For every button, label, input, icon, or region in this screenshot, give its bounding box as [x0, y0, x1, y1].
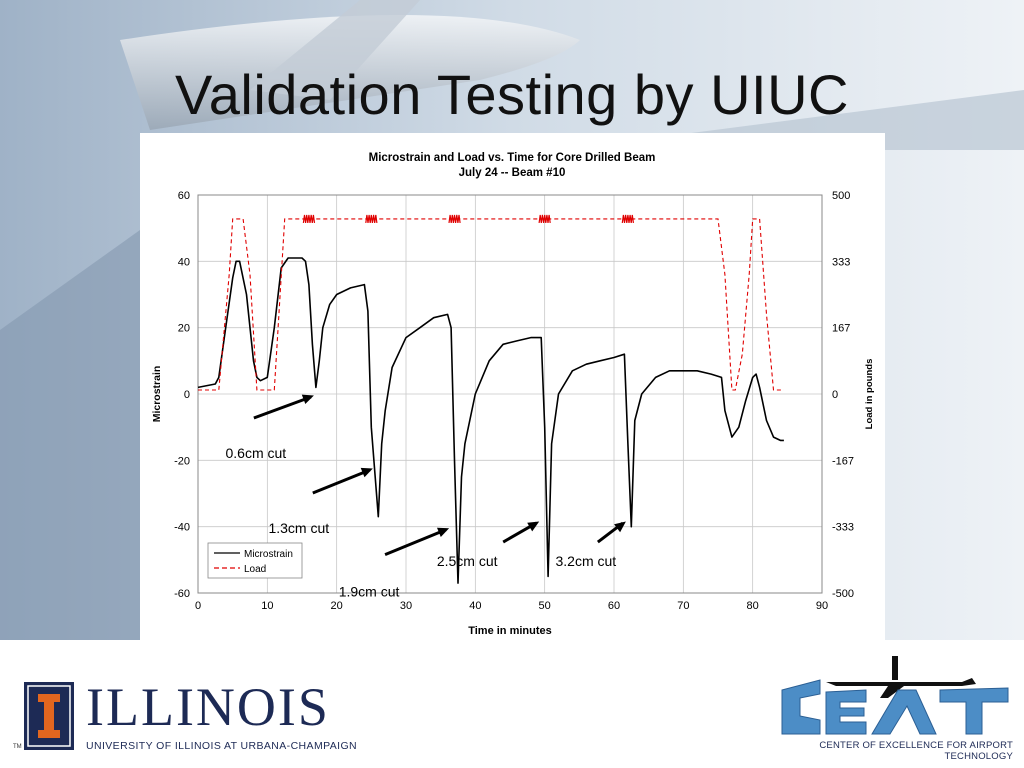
y-axis-label: Microstrain — [151, 366, 163, 423]
annotation-arrow — [384, 528, 447, 557]
x-tick-label: 10 — [261, 600, 273, 612]
x-tick-label: 40 — [469, 600, 481, 612]
annotation-arrowhead — [360, 467, 373, 478]
annotation-label: 2.5cm cut — [437, 553, 498, 569]
annotation-label: 0.6cm cut — [226, 445, 287, 461]
annotation-label: 3.2cm cut — [556, 553, 617, 569]
y-tick-label: 60 — [178, 190, 190, 202]
ceat-airplane-icon — [826, 678, 976, 698]
annotation-arrow — [312, 468, 371, 495]
illinois-wordmark: ILLINOIS — [86, 677, 330, 737]
series-layer — [197, 214, 784, 584]
x-tick-label: 0 — [195, 600, 201, 612]
y-tick-label: -40 — [174, 522, 190, 534]
illinois-subtitle: UNIVERSITY OF ILLINOIS AT URBANA-CHAMPAI… — [86, 740, 357, 752]
x-tick-label: 90 — [816, 600, 828, 612]
y-tick-label: 20 — [178, 323, 190, 335]
chart-title: Microstrain and Load vs. Time for Core D… — [369, 152, 656, 164]
x-tick-label: 30 — [400, 600, 412, 612]
series-microstrain-line — [197, 257, 784, 584]
annotation-arrowhead — [614, 521, 626, 533]
y2-tick-label: 167 — [832, 323, 850, 335]
x-tick-label: 60 — [608, 600, 620, 612]
y2-tick-label: 500 — [832, 190, 850, 202]
y2-tick-label: 333 — [832, 256, 850, 268]
y2-tick-label: 0 — [832, 389, 838, 401]
plot-area — [197, 194, 823, 594]
series-load-line — [198, 218, 784, 391]
chart-panel: Microstrain and Load vs. Time for Core D… — [140, 133, 885, 640]
x-tick-label: 50 — [539, 600, 551, 612]
y-tick-label: 40 — [178, 256, 190, 268]
annotation-label: 1.3cm cut — [268, 520, 329, 536]
chart-subtitle: July 24 -- Beam #10 — [459, 167, 566, 179]
annotation-arrowhead — [301, 394, 314, 404]
annotation-arrow — [253, 395, 312, 420]
y-tick-label: -60 — [174, 588, 190, 600]
annotation-arrowhead — [437, 527, 450, 537]
legend: Microstrain Load — [207, 542, 303, 579]
legend-label-microstrain: Microstrain — [244, 549, 293, 560]
x-tick-label: 20 — [331, 600, 343, 612]
x-axis-label: Time in minutes — [468, 625, 552, 637]
y-tick-label: -20 — [174, 455, 190, 467]
illinois-logo-mark — [24, 682, 74, 750]
axis-ticks: 0 10 20 30 40 50 60 70 80 90 60 40 20 0 -20 -40 -60 500 33… — [174, 190, 854, 612]
x-tick-label: 80 — [747, 600, 759, 612]
load-noise-burst — [538, 214, 551, 223]
load-noise-burst — [621, 214, 634, 223]
annotations: 0.6cm cut 1.3cm cut 1.9cm cut 2.5cm cut 3.2c… — [226, 394, 626, 600]
ceat-caption: CENTER OF EXCELLENCE FOR AIRPORT TECHNOL… — [819, 740, 1013, 762]
ceat-logo — [781, 656, 1009, 735]
load-noise-burst — [302, 214, 316, 223]
trademark-mark: TM — [13, 744, 22, 750]
x-tick-label: 70 — [677, 600, 689, 612]
legend-label-load: Load — [244, 564, 266, 575]
load-noise-burst — [365, 214, 378, 223]
chart: Microstrain and Load vs. Time for Core D… — [151, 152, 875, 637]
slide-title: Validation Testing by UIUC — [175, 63, 849, 126]
annotation-label: 1.9cm cut — [339, 584, 400, 600]
y2-tick-label: -500 — [832, 588, 854, 600]
y2-tick-label: -167 — [832, 455, 854, 467]
y-tick-label: 0 — [184, 389, 190, 401]
y2-tick-label: -333 — [832, 522, 854, 534]
annotation-arrowhead — [527, 521, 540, 532]
y2-axis-label: Load in pounds — [864, 359, 875, 430]
load-noise-burst — [448, 214, 461, 223]
